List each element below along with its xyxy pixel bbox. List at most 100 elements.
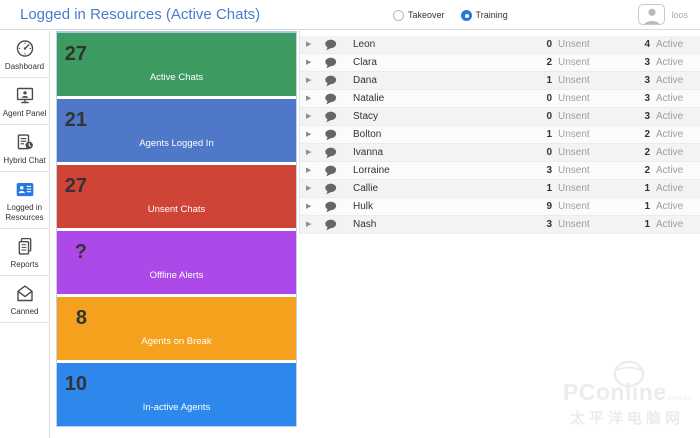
agent-row[interactable]: ▶ Leon 0 Unsent 4 Active	[300, 36, 700, 54]
chat-bubble-icon	[324, 129, 338, 141]
unsent-label: Unsent	[558, 39, 590, 50]
agent-name: Bolton	[353, 129, 382, 140]
active-count: 3	[644, 57, 650, 68]
agent-name: Clara	[353, 57, 377, 68]
unsent-count: 0	[546, 93, 552, 104]
sidebar-item-logged-in-resources[interactable]: Logged in Resources	[0, 172, 49, 229]
mode-takeover[interactable]: Takeover	[393, 9, 445, 21]
stat-card[interactable]: 10 In-active Agents	[57, 363, 296, 426]
active-label: Active	[656, 147, 684, 158]
agent-row[interactable]: ▶ Natalie 0 Unsent 3 Active	[300, 90, 700, 108]
unsent-label: Unsent	[558, 201, 590, 212]
sidebar-item-canned[interactable]: Canned	[0, 276, 49, 323]
active-label: Active	[656, 219, 684, 230]
agent-list: ▶ Leon 0 Unsent 4 Active ▶ Cla	[299, 31, 700, 234]
agent-row[interactable]: ▶ Clara 2 Unsent 3 Active	[300, 54, 700, 72]
sidebar-item-agent-panel[interactable]: Agent Panel	[0, 78, 49, 125]
mode-training[interactable]: Training	[460, 9, 508, 21]
username: loos	[671, 9, 688, 20]
stat-label: Agents Logged In	[139, 138, 214, 149]
active-count: 3	[644, 93, 650, 104]
agent-name: Dana	[353, 75, 377, 86]
expand-caret-icon[interactable]: ▶	[306, 113, 312, 120]
stats-card-column: 27 Active Chats 21 Agents Logged In 27 U…	[56, 31, 297, 427]
unsent-count: 0	[546, 147, 552, 158]
agent-row[interactable]: ▶ Nash 3 Unsent 1 Active	[300, 216, 700, 234]
active-label: Active	[656, 75, 684, 86]
active-label: Active	[656, 165, 684, 176]
agent-name: Leon	[353, 39, 376, 50]
active-label: Active	[656, 93, 684, 104]
unsent-count: 9	[546, 201, 552, 212]
sidebar-item-reports[interactable]: Reports	[0, 229, 49, 276]
expand-caret-icon[interactable]: ▶	[306, 167, 312, 174]
chat-bubble-icon	[324, 93, 338, 105]
watermark: PConline.com.cn 太平洋电脑网	[558, 359, 696, 428]
chat-bubble-icon	[324, 147, 338, 159]
stat-label: In-active Agents	[142, 402, 211, 413]
active-count: 3	[644, 75, 650, 86]
user-chip[interactable]: loos	[638, 4, 688, 25]
chat-bubble-icon	[324, 219, 338, 231]
stat-card[interactable]: 27 Unsent Chats	[57, 165, 296, 228]
sidebar-item-label: Canned	[10, 307, 39, 316]
expand-caret-icon[interactable]: ▶	[306, 77, 312, 84]
stat-label: Unsent Chats	[147, 204, 206, 215]
unsent-label: Unsent	[558, 75, 590, 86]
sidebar-item-hybrid-chat[interactable]: Hybrid Chat	[0, 125, 49, 172]
agent-name: Ivanna	[353, 147, 384, 158]
chat-bubble-icon	[324, 57, 338, 69]
agent-row[interactable]: ▶ Bolton 1 Unsent 2 Active	[300, 126, 700, 144]
agent-row[interactable]: ▶ Stacy 0 Unsent 3 Active	[300, 108, 700, 126]
documents-icon	[18, 237, 31, 255]
agent-row[interactable]: ▶ Lorraine 3 Unsent 2 Active	[300, 162, 700, 180]
agent-name: Callie	[353, 183, 379, 194]
active-count: 2	[644, 129, 650, 140]
stat-value: 27	[64, 43, 87, 65]
watermark-globe-icon	[613, 360, 645, 388]
stat-label: Offline Alerts	[149, 270, 204, 281]
takeover-radio[interactable]	[393, 9, 404, 21]
expand-caret-icon[interactable]: ▶	[306, 149, 312, 156]
chat-bubble-icon	[324, 165, 338, 177]
stat-value: 10	[64, 373, 87, 395]
agent-row[interactable]: ▶ Ivanna 0 Unsent 2 Active	[300, 144, 700, 162]
agent-row[interactable]: ▶ Dana 1 Unsent 3 Active	[300, 72, 700, 90]
watermark-brand: PConline.com.cn	[562, 379, 692, 405]
expand-caret-icon[interactable]: ▶	[306, 185, 312, 192]
agent-row[interactable]: ▶ Hulk 9 Unsent 1 Active	[300, 198, 700, 216]
active-label: Active	[656, 39, 684, 50]
active-count: 1	[644, 219, 650, 230]
expand-caret-icon[interactable]: ▶	[306, 131, 312, 138]
expand-caret-icon[interactable]: ▶	[306, 221, 312, 228]
sidebar-item-label: Agent Panel	[2, 109, 47, 118]
expand-caret-icon[interactable]: ▶	[306, 95, 312, 102]
watermark-suffix: .com.cn	[666, 395, 692, 402]
stat-card[interactable]: ? Offline Alerts	[57, 231, 296, 294]
stat-value: 8	[75, 307, 87, 329]
sidebar: Dashboard Agent Panel Hybrid Chat Logged…	[0, 31, 50, 438]
active-count: 1	[644, 201, 650, 212]
active-count: 2	[644, 165, 650, 176]
active-count: 4	[644, 39, 650, 50]
unsent-label: Unsent	[558, 57, 590, 68]
expand-caret-icon[interactable]: ▶	[306, 59, 312, 66]
chat-bubble-icon	[324, 75, 338, 87]
stat-card[interactable]: 27 Active Chats	[57, 33, 296, 96]
chat-bubble-icon	[324, 39, 338, 51]
chat-bubble-icon	[324, 201, 338, 213]
training-radio-label: Training	[475, 10, 508, 20]
sidebar-item-label: Dashboard	[4, 62, 45, 71]
envelope-icon	[16, 285, 33, 302]
header: Logged in Resources (Active Chats) Takeo…	[0, 0, 700, 30]
expand-caret-icon[interactable]: ▶	[306, 41, 312, 48]
person-icon	[644, 8, 660, 24]
agent-row[interactable]: ▶ Callie 1 Unsent 1 Active	[300, 180, 700, 198]
sidebar-item-dashboard[interactable]: Dashboard	[0, 31, 49, 78]
unsent-label: Unsent	[558, 129, 590, 140]
agent-name: Nash	[353, 219, 377, 230]
expand-caret-icon[interactable]: ▶	[306, 203, 312, 210]
training-radio[interactable]	[460, 9, 472, 21]
stat-card[interactable]: 21 Agents Logged In	[57, 99, 296, 162]
stat-card[interactable]: 8 Agents on Break	[57, 297, 296, 360]
